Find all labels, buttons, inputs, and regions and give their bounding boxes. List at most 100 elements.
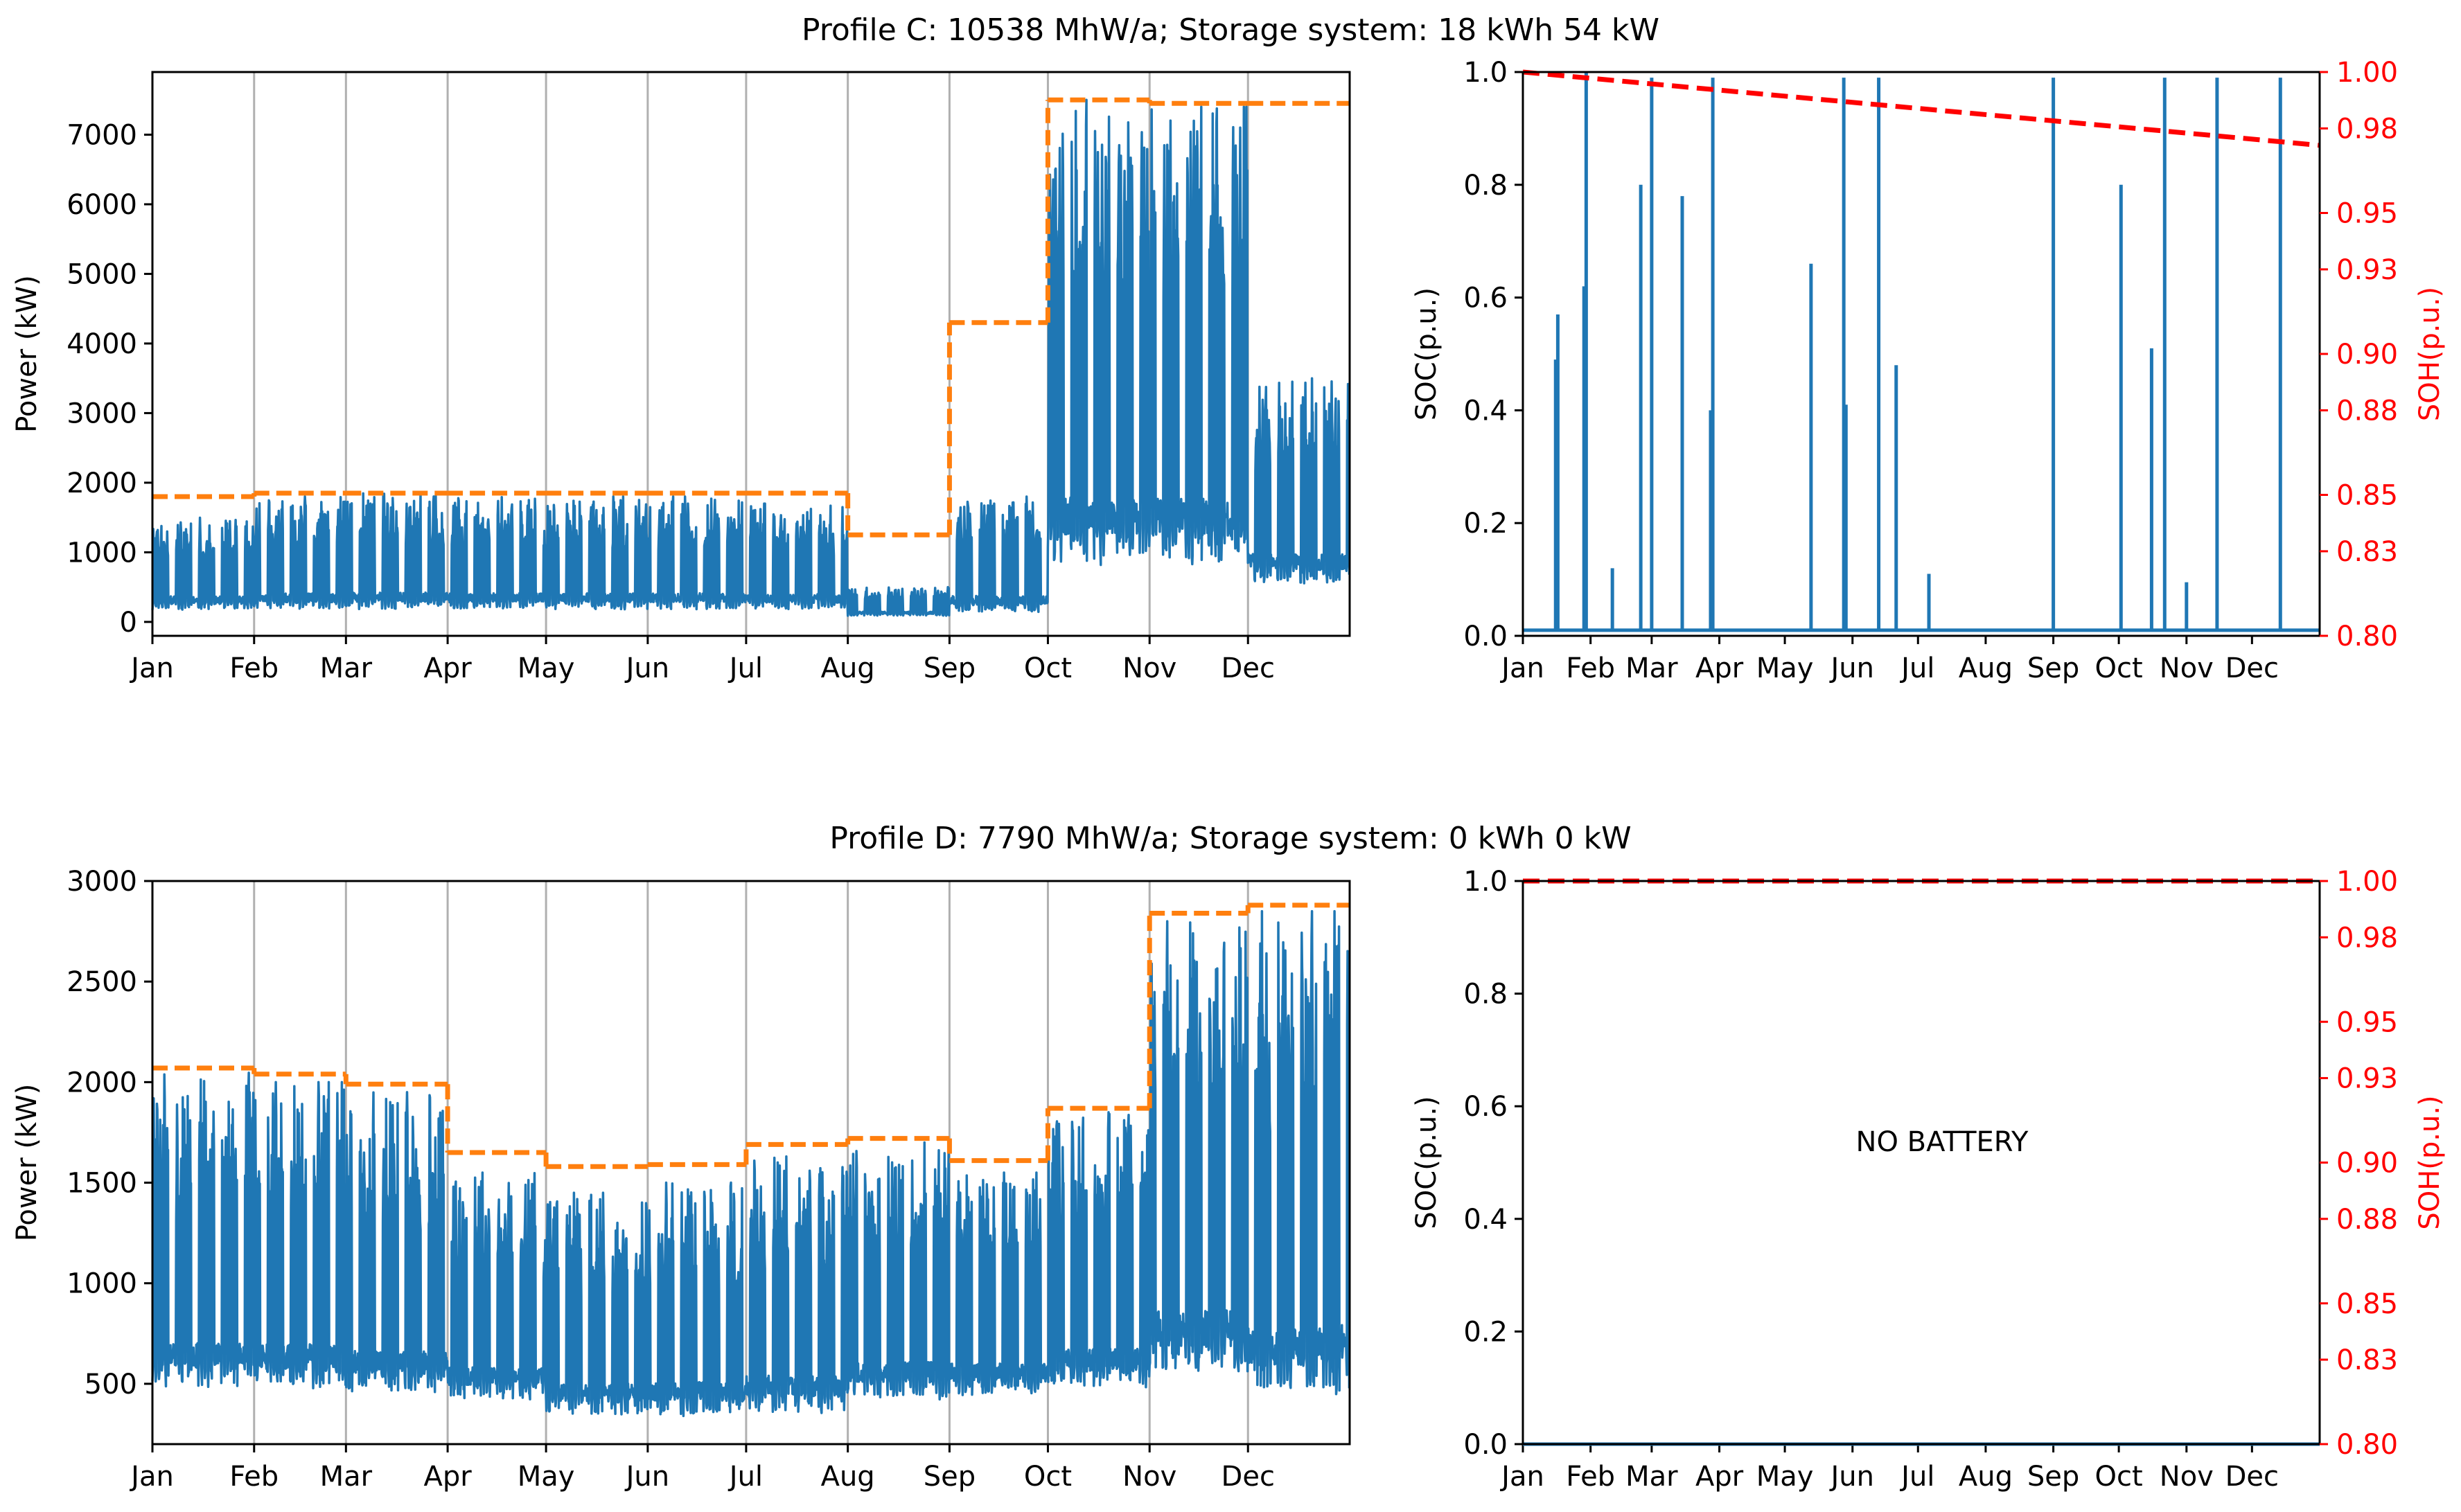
power-c-ytick-label: 1000 — [67, 537, 137, 569]
soc-c-xtick-label: Mar — [1625, 652, 1678, 684]
power-d-xtick-label: Jun — [624, 1461, 670, 1493]
power-c-ytick-label: 5000 — [67, 258, 137, 290]
soc-c-xtick-label: Jan — [1499, 652, 1544, 684]
soc-d-xtick-label: Aug — [1959, 1461, 2013, 1493]
soc-d-axes-frame — [1521, 880, 2321, 1446]
soc-c-xtick-label: Nov — [2160, 652, 2214, 684]
power-c-xtick-label: Jun — [624, 652, 670, 684]
top-row-title: Profile C: 10538 MhW/a; Storage system: … — [802, 12, 1659, 48]
power-c-xtick-label: May — [518, 652, 575, 684]
soc-c-ytick-right-label: 0.95 — [2336, 198, 2398, 230]
power-c-ylabel: Power (kW) — [11, 275, 43, 433]
soc-d-ytick-right-label: 0.95 — [2336, 1006, 2398, 1038]
power-d-xtick-label: Oct — [1024, 1461, 1072, 1493]
power-c-xtick-label: Jan — [129, 652, 174, 684]
soc-c-ytick-right-label: 0.85 — [2336, 480, 2398, 512]
soc-d-ytick-right-label: 1.00 — [2336, 866, 2398, 898]
power-c-xtick-label: Oct — [1024, 652, 1072, 684]
soc-d-ytick-label: 0.8 — [1463, 979, 1508, 1011]
power-d-xtick-label: Feb — [229, 1461, 279, 1493]
soc-d-ytick-right-label: 0.85 — [2336, 1288, 2398, 1320]
soc-c-ytick-label: 0.6 — [1463, 283, 1508, 314]
soc-c-xtick-label: Sep — [2027, 652, 2079, 684]
soc-d-xtick-label: Nov — [2160, 1461, 2214, 1493]
soc-d-ytick-right-label: 0.83 — [2336, 1344, 2398, 1376]
power-d-xtick-label: Nov — [1122, 1461, 1176, 1493]
soc-d-ytick-label: 1.0 — [1463, 866, 1508, 898]
power-c-ytick-label: 7000 — [67, 119, 137, 151]
soc-c-xtick-label: Dec — [2225, 652, 2279, 684]
power-d-xtick-label: Jan — [129, 1461, 174, 1493]
soc-d-ylabel: SOC(p.u.) — [1411, 1096, 1443, 1229]
power-c-xtick-label: Jul — [727, 652, 763, 684]
power-d-xtick-label: Apr — [423, 1461, 472, 1493]
power-d-xtick-label: Mar — [320, 1461, 373, 1493]
power-d-xtick-label: Dec — [1221, 1461, 1275, 1493]
soc-c-ytick-right-label: 0.88 — [2336, 395, 2398, 427]
soc-c-ylabel-right: SOH(p.u.) — [2414, 287, 2446, 421]
power-d-axes-frame — [151, 880, 1351, 1446]
soc-d-xtick-label: Jun — [1829, 1461, 1875, 1493]
power-c-xtick-label: Sep — [924, 652, 976, 684]
power-c-ytick-label: 6000 — [67, 189, 137, 221]
soc-d-xtick-label: May — [1756, 1461, 1814, 1493]
power-d-xtick-label: May — [518, 1461, 575, 1493]
soc-d-ytick-right-label: 0.80 — [2336, 1429, 2398, 1461]
soc-d-xtick-label: Apr — [1695, 1461, 1744, 1493]
power-c-ytick-label: 4000 — [67, 328, 137, 360]
power-c-ytick-label: 2000 — [67, 468, 137, 499]
soc-c-xtick-label: Apr — [1695, 652, 1744, 684]
power-c-load-series — [151, 98, 1351, 617]
soc-c-ytick-label: 0.2 — [1463, 508, 1508, 540]
power-c-ytick-label: 3000 — [67, 398, 137, 429]
soc-c-xtick-label: Oct — [2095, 652, 2143, 684]
power-c-ytick-label: 0 — [120, 607, 137, 639]
soc-c-xtick-label: Feb — [1566, 652, 1615, 684]
power-d-ytick-label: 1000 — [67, 1268, 137, 1300]
power-d-ytick-label: 2000 — [67, 1067, 137, 1099]
power-d-ytick-label: 2500 — [67, 966, 137, 998]
soc-c-ytick-label: 1.0 — [1463, 57, 1508, 89]
soc-c-xtick-label: Jun — [1829, 652, 1875, 684]
soc-d-ytick-right-label: 0.88 — [2336, 1204, 2398, 1236]
soc-d-xtick-label: Feb — [1566, 1461, 1615, 1493]
power-c-axes-frame — [151, 71, 1351, 637]
soc-c-soh-series — [1522, 69, 2320, 148]
soc-d-xtick-label: Dec — [2225, 1461, 2279, 1493]
soc-soh-chart-c: Jan Feb Mar Apr May Jun Jul Aug Sep Oct Nov Dec 0.0 0… — [1411, 57, 2446, 684]
soc-c-ytick-right-label: 0.98 — [2336, 113, 2398, 145]
power-c-xtick-label: Nov — [1122, 652, 1176, 684]
power-d-xtick-label: Aug — [821, 1461, 875, 1493]
power-chart-d: Jan Feb Mar Apr May Jun Jul Aug Sep Oct Nov Dec 500 1… — [11, 866, 1351, 1493]
soc-d-ytick-label: 0.4 — [1463, 1204, 1508, 1236]
soc-d-xtick-label: Oct — [2095, 1461, 2143, 1493]
power-d-xtick-label: Jul — [727, 1461, 763, 1493]
soc-c-ytick-right-label: 1.00 — [2336, 57, 2398, 89]
power-d-ytick-label: 500 — [85, 1369, 137, 1400]
power-d-load-series — [151, 909, 1351, 1418]
soc-d-ytick-right-label: 0.98 — [2336, 922, 2398, 954]
power-c-xtick-label: Apr — [423, 652, 472, 684]
soc-c-ytick-right-label: 0.83 — [2336, 536, 2398, 568]
soc-d-xtick-label: Jul — [1899, 1461, 1934, 1493]
power-d-xtick-label: Sep — [924, 1461, 976, 1493]
power-c-xtick-label: Dec — [1221, 652, 1275, 684]
soc-c-ytick-label: 0.0 — [1463, 621, 1508, 652]
power-c-xtick-label: Mar — [320, 652, 373, 684]
soc-c-ylabel: SOC(p.u.) — [1411, 287, 1443, 420]
soc-d-ytick-right-label: 0.93 — [2336, 1063, 2398, 1095]
power-d-ytick-label: 3000 — [67, 866, 137, 898]
soc-d-ytick-label: 0.2 — [1463, 1316, 1508, 1348]
soc-d-ylabel-right: SOH(p.u.) — [2414, 1095, 2446, 1229]
soc-d-ytick-label: 0.0 — [1463, 1429, 1508, 1461]
soc-c-ytick-right-label: 0.93 — [2336, 254, 2398, 286]
soc-d-ytick-right-label: 0.90 — [2336, 1148, 2398, 1180]
power-d-ylabel: Power (kW) — [11, 1084, 43, 1242]
power-c-xtick-label: Aug — [821, 652, 875, 684]
bottom-row-title: Profile D: 7790 MhW/a; Storage system: 0… — [829, 821, 1631, 856]
soc-d-ytick-label: 0.6 — [1463, 1091, 1508, 1123]
soc-d-xtick-label: Jan — [1499, 1461, 1544, 1493]
soc-soh-chart-d: Jan Feb Mar Apr May Jun Jul Aug Sep Oct Nov Dec 0.0 0… — [1411, 866, 2446, 1493]
soc-c-xtick-label: May — [1756, 652, 1814, 684]
